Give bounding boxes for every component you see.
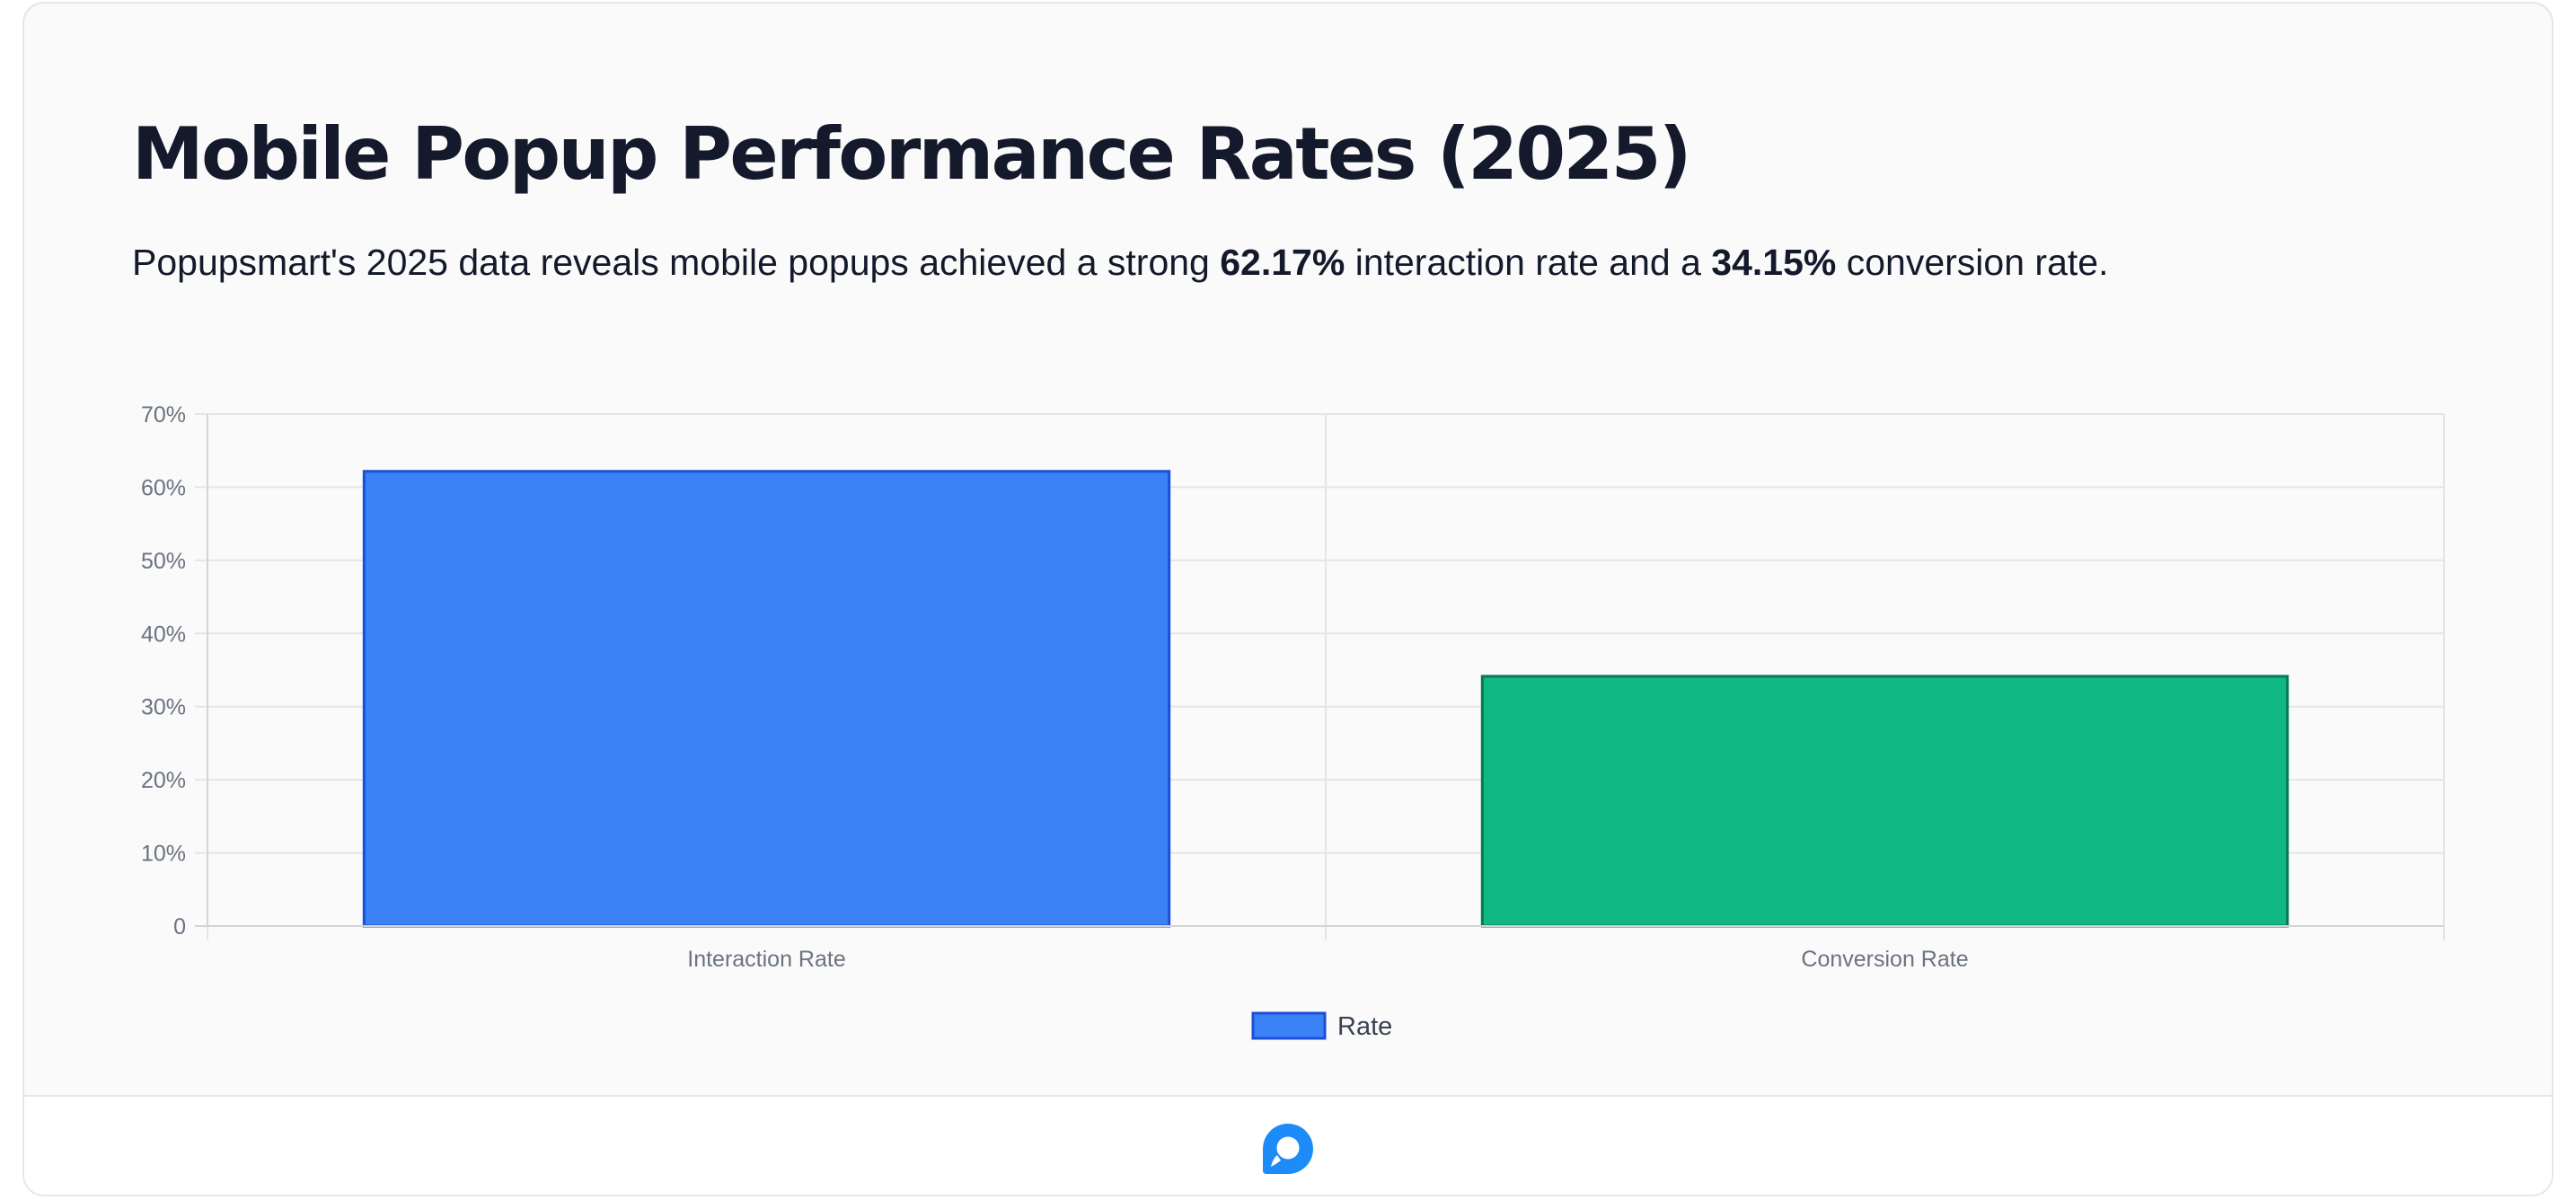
page-subtitle: Popupsmart's 2025 data reveals mobile po… [132,235,2108,289]
y-tick-label: 70% [141,402,186,428]
y-tick-label: 20% [141,768,186,793]
x-tick-label: Interaction Rate [687,947,846,972]
subtitle-text-middle: interaction rate and a [1345,242,1712,283]
chart-card: Mobile Popup Performance Rates (2025) Po… [22,2,2554,1196]
y-tick-label: 60% [141,475,186,500]
legend-swatch [1251,1011,1327,1040]
popupsmart-logo-icon[interactable] [1261,1122,1315,1176]
bar-interaction-rate [362,470,1171,928]
footer [24,1095,2552,1195]
conversion-rate-highlight: 34.15% [1711,242,1837,283]
y-tick-label: 40% [141,622,186,647]
y-tick-label: 10% [141,842,186,867]
y-tick-label: 50% [141,549,186,574]
page-title: Mobile Popup Performance Rates (2025) [132,112,1691,196]
x-tick-label: Conversion Rate [1801,947,1968,972]
subtitle-text-start: Popupsmart's 2025 data reveals mobile po… [132,242,1221,283]
interaction-rate-highlight: 62.17% [1220,242,1345,283]
legend-label: Rate [1337,1012,1392,1041]
y-tick-label: 0 [173,914,186,940]
bar-chart: 0 10% 20% 30% 40% 50% 60% 70% Interaction Rate Co… [141,402,2445,1041]
bar-conversion-rate [1480,675,2289,928]
subtitle-text-end: conversion rate. [1836,242,2109,283]
y-tick-label: 30% [141,695,186,720]
